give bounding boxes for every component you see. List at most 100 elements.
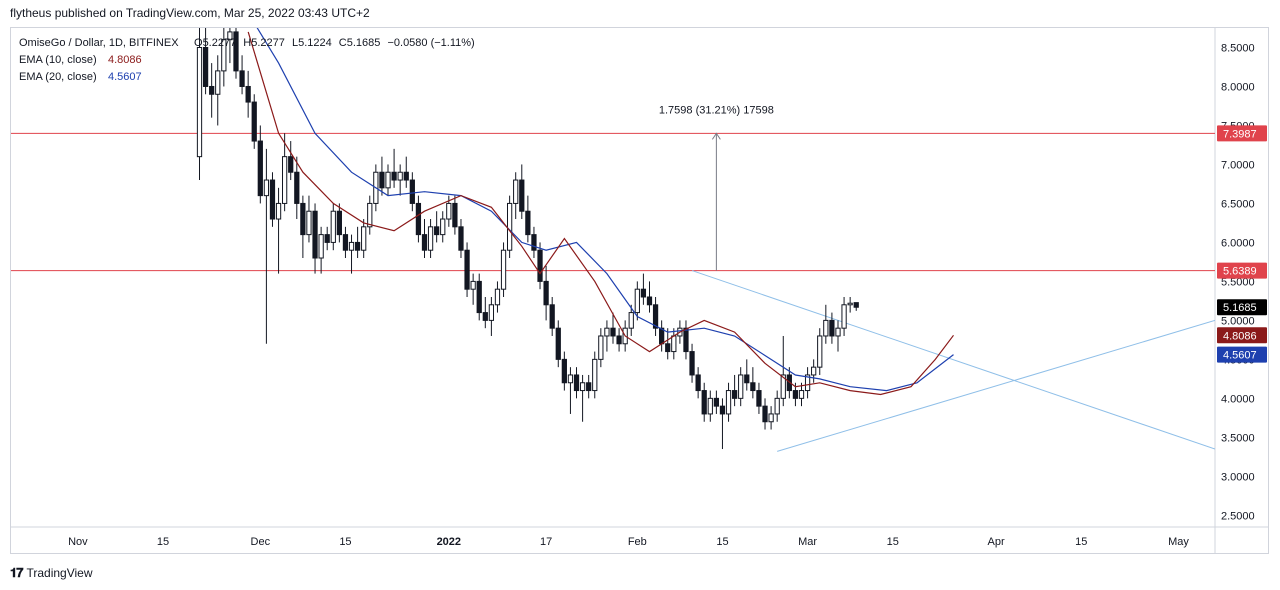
candle-body bbox=[379, 171, 385, 189]
candle bbox=[409, 172, 415, 212]
candle-body bbox=[756, 390, 762, 407]
candle-body bbox=[701, 390, 707, 415]
candle bbox=[300, 195, 306, 259]
legend-low-label: L bbox=[292, 37, 298, 49]
axes: 8.50008.00007.50007.00006.50006.00005.50… bbox=[68, 42, 1255, 548]
candle-body bbox=[275, 202, 282, 220]
candle-body bbox=[823, 319, 829, 337]
candle-body bbox=[525, 210, 531, 236]
candle bbox=[403, 156, 409, 188]
candle-body bbox=[257, 140, 263, 197]
candle bbox=[592, 351, 598, 399]
ema20-line[interactable] bbox=[236, 28, 954, 392]
price-tag-label: 4.8086 bbox=[1223, 330, 1257, 342]
candle bbox=[385, 164, 391, 196]
candle bbox=[701, 382, 707, 422]
candle bbox=[221, 28, 227, 87]
candle-body bbox=[263, 179, 270, 197]
price-tag-label: 5.6389 bbox=[1223, 266, 1257, 278]
candle bbox=[470, 273, 476, 305]
candle bbox=[239, 55, 245, 95]
candle-body bbox=[853, 302, 859, 308]
candle-body bbox=[500, 249, 507, 290]
candle bbox=[227, 28, 233, 64]
candle bbox=[598, 328, 604, 368]
candle bbox=[452, 195, 458, 235]
candle-body bbox=[713, 397, 720, 407]
candle-body bbox=[282, 156, 288, 204]
legend-ema10-value: 4.8086 bbox=[108, 54, 142, 66]
candle bbox=[257, 125, 263, 204]
plot-area[interactable] bbox=[11, 28, 1215, 452]
trendline-0[interactable] bbox=[691, 270, 1215, 450]
candle-body bbox=[476, 280, 482, 314]
candle bbox=[531, 226, 537, 259]
candle bbox=[549, 296, 555, 336]
candle-body bbox=[306, 210, 312, 236]
candle bbox=[275, 187, 282, 274]
candle bbox=[391, 148, 397, 188]
measure-arrow-head bbox=[711, 132, 721, 140]
candle bbox=[506, 195, 513, 259]
candle-body bbox=[221, 39, 227, 72]
candle bbox=[719, 398, 726, 450]
price-tag-bg bbox=[1217, 262, 1267, 279]
candle-body bbox=[841, 304, 847, 329]
legend-high: 5.2277 bbox=[251, 37, 285, 49]
price-tick-label: 8.5000 bbox=[1221, 42, 1255, 54]
candle-body bbox=[440, 218, 446, 236]
price-tag: 7.3987 bbox=[1217, 125, 1267, 142]
candle bbox=[671, 328, 677, 360]
candle-body bbox=[415, 202, 422, 236]
footer-brand: 𝟏𝟕 TradingView bbox=[10, 565, 93, 581]
price-tick-label: 5.5000 bbox=[1221, 276, 1255, 288]
candle-body bbox=[336, 210, 342, 236]
candle bbox=[354, 226, 361, 259]
legend-close: 5.1685 bbox=[347, 37, 381, 49]
footer-brand-text: TradingView bbox=[26, 566, 93, 580]
candle-body bbox=[555, 327, 561, 360]
candle bbox=[817, 328, 823, 375]
time-tick-label: 15 bbox=[716, 536, 728, 548]
candle bbox=[288, 141, 294, 181]
candle bbox=[209, 63, 215, 118]
publish-caption: flytheus published on TradingView.com, M… bbox=[10, 6, 370, 20]
candle-body bbox=[792, 390, 799, 399]
candle-body bbox=[537, 249, 543, 282]
price-tag-bg bbox=[1217, 125, 1267, 142]
candle bbox=[233, 28, 239, 79]
legend-ema20-value: 4.5607 bbox=[108, 71, 142, 83]
chart-frame[interactable]: 8.50008.00007.50007.00006.50006.00005.50… bbox=[10, 27, 1269, 554]
candle bbox=[330, 203, 336, 251]
legend-ema20-label: EMA (20, close) bbox=[19, 71, 97, 83]
candle bbox=[427, 219, 434, 259]
candle bbox=[804, 367, 811, 399]
candle bbox=[500, 242, 507, 297]
candle-body bbox=[354, 241, 361, 251]
candle bbox=[640, 273, 647, 305]
ema10-line[interactable] bbox=[247, 31, 954, 396]
candle bbox=[513, 172, 519, 220]
price-tick-label: 3.5000 bbox=[1221, 432, 1255, 444]
candle bbox=[616, 328, 622, 352]
candle bbox=[646, 281, 653, 313]
candle bbox=[440, 211, 446, 243]
candle-body bbox=[543, 280, 549, 306]
time-tick-label: Apr bbox=[988, 536, 1005, 548]
price-tag-bg bbox=[1217, 346, 1267, 363]
price-chart[interactable]: 8.50008.00007.50007.00006.50006.00005.50… bbox=[11, 28, 1268, 553]
trendline-1[interactable] bbox=[777, 319, 1215, 452]
candle bbox=[841, 296, 847, 336]
candle-body bbox=[367, 202, 373, 228]
candle-body bbox=[385, 171, 391, 189]
candle-body bbox=[573, 374, 580, 392]
candle bbox=[610, 312, 616, 344]
candle bbox=[464, 242, 470, 297]
time-tick-label: Feb bbox=[628, 536, 647, 548]
candle-body bbox=[342, 234, 349, 251]
candle-body bbox=[640, 288, 647, 298]
candle bbox=[750, 367, 756, 399]
candle-body bbox=[458, 226, 464, 251]
legend-close-label: C bbox=[339, 37, 347, 49]
candle-body bbox=[288, 156, 294, 173]
